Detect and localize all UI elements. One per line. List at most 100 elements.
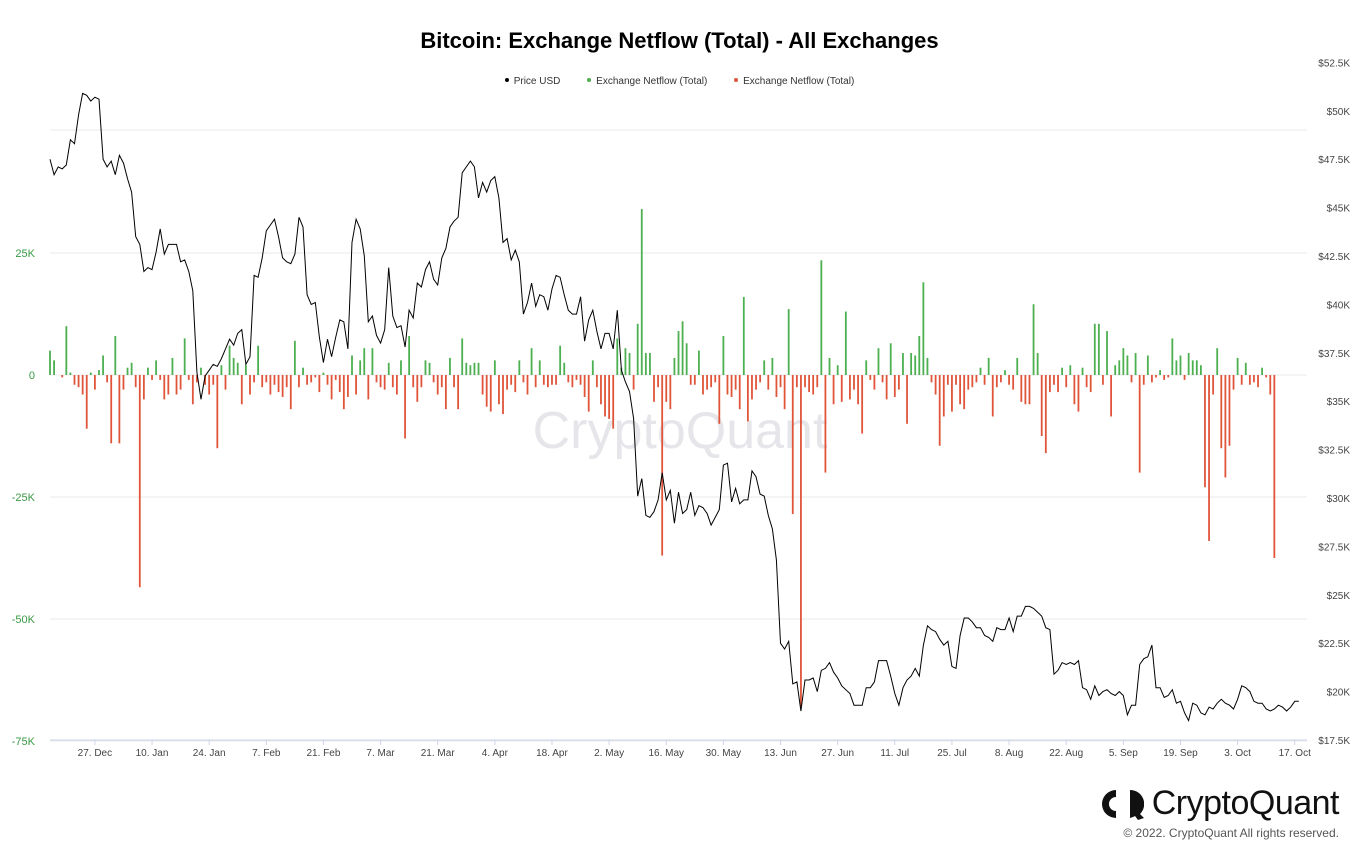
netflow-bar-negative xyxy=(318,375,321,393)
netflow-bar-negative xyxy=(330,375,333,400)
netflow-bar-negative xyxy=(208,375,211,395)
netflow-bar-negative xyxy=(938,375,941,446)
netflow-bar-positive xyxy=(640,209,643,375)
netflow-bar-negative xyxy=(779,375,782,388)
netflow-bar-negative xyxy=(1163,375,1166,380)
netflow-bar-negative xyxy=(175,375,178,395)
netflow-bar-negative xyxy=(269,375,272,395)
netflow-bar-negative xyxy=(216,375,219,449)
netflow-bar-negative xyxy=(991,375,994,417)
netflow-bar-negative xyxy=(1220,375,1223,449)
netflow-bar-negative xyxy=(314,375,317,378)
netflow-bar-negative xyxy=(1257,375,1259,388)
netflow-bar-negative xyxy=(338,375,341,393)
netflow-bar-positive xyxy=(1036,353,1039,375)
netflow-bar-positive xyxy=(889,343,892,375)
legend-item-netflow-positive[interactable]: Exchange Netflow (Total) xyxy=(587,76,707,87)
netflow-bar-positive xyxy=(493,360,496,375)
legend-item-netflow-negative[interactable]: Exchange Netflow (Total) xyxy=(734,76,854,87)
netflow-bar-negative xyxy=(730,375,733,397)
netflow-bar-negative xyxy=(249,375,251,395)
netflow-bar-positive xyxy=(1146,355,1149,375)
netflow-bar-positive xyxy=(787,309,790,375)
netflow-bar-positive xyxy=(1118,360,1121,375)
legend-item-price[interactable]: Price USD xyxy=(504,76,561,87)
netflow-bar-positive xyxy=(987,357,990,375)
netflow-bar-positive xyxy=(538,360,541,375)
netflow-bar-negative xyxy=(816,375,819,388)
netflow-bar-negative xyxy=(444,375,447,410)
x-axis: 27. Dec 10. Jan 24. Jan 7. Feb 21. Feb 7. Mar… xyxy=(50,739,1311,759)
legend-price-label: Price USD xyxy=(513,76,561,87)
netflow-bar-negative xyxy=(604,375,606,417)
netflow-bar-negative xyxy=(657,375,659,388)
x-tick-label: 2. May xyxy=(594,748,624,759)
x-tick-label: 30. May xyxy=(706,748,742,759)
netflow-bar-positive xyxy=(473,362,476,375)
netflow-bar-negative xyxy=(930,375,933,383)
chart-title: Bitcoin: Exchange Netflow (Total) - All … xyxy=(420,28,939,53)
netflow-bar-positive xyxy=(1004,370,1006,375)
netflow-bar-positive xyxy=(591,360,594,375)
netflow-bar-positive xyxy=(126,367,129,375)
netflow-bar-positive xyxy=(89,372,92,375)
netflow-bar-positive xyxy=(183,338,186,375)
netflow-bar-negative xyxy=(946,375,949,385)
netflow-bar-positive xyxy=(236,362,239,375)
legend-netflow-negative-dot xyxy=(734,78,739,83)
netflow-bar-positive xyxy=(518,360,521,375)
x-tick-label: 4. Apr xyxy=(482,748,509,759)
netflow-bar-positive xyxy=(820,260,823,375)
netflow-bar-positive xyxy=(351,355,353,375)
netflow-bar-positive xyxy=(844,311,847,375)
netflow-bar-positive xyxy=(616,338,619,375)
netflow-bar-negative xyxy=(416,375,419,402)
netflow-bar-negative xyxy=(1040,375,1043,436)
netflow-bar-negative xyxy=(1012,375,1015,390)
netflow-bar-negative xyxy=(893,375,896,397)
netflow-bar-negative xyxy=(1089,375,1092,393)
netflow-bar-negative xyxy=(653,375,655,402)
netflow-bar-negative xyxy=(800,375,802,707)
netflow-bar-negative xyxy=(391,375,394,388)
netflow-bar-negative xyxy=(1224,375,1227,478)
netflow-bar-negative xyxy=(738,375,741,410)
netflow-bar-positive xyxy=(1159,370,1161,375)
netflow-bar-negative xyxy=(151,375,153,380)
netflow-bar-negative xyxy=(285,375,288,388)
netflow-bar-positive xyxy=(69,372,72,375)
x-tick-label: 7. Feb xyxy=(252,748,281,759)
netflow-bar-negative xyxy=(77,375,80,388)
netflow-bar-negative xyxy=(310,375,313,383)
netflow-bar-positive xyxy=(387,362,390,375)
netflow-bar-negative xyxy=(840,375,843,402)
netflow-bar-negative xyxy=(1228,375,1231,446)
netflow-bar-positive xyxy=(477,362,480,375)
right-tick-label: $50K xyxy=(1327,107,1351,118)
netflow-bar-negative xyxy=(110,375,113,444)
netflow-bar-positive xyxy=(1199,365,1202,375)
netflow-bar-negative xyxy=(1077,375,1080,412)
netflow-bar-negative xyxy=(1073,375,1076,405)
netflow-bar-positive xyxy=(363,348,366,375)
right-tick-label: $37.5K xyxy=(1318,349,1350,360)
netflow-bar-negative xyxy=(1130,375,1133,383)
right-axis: $52.5K $50K $47.5K $45K $42.5K $40K $37.5K $35K… xyxy=(1318,58,1350,747)
x-tick-label: 25. Jul xyxy=(937,748,966,759)
left-tick-label: 0 xyxy=(29,370,35,382)
left-tick-label: -75K xyxy=(12,736,36,748)
netflow-bar-negative xyxy=(457,375,460,410)
x-tick-label: 19. Sep xyxy=(1163,748,1198,759)
netflow-bar-positive xyxy=(257,345,260,375)
netflow-bar-negative xyxy=(612,375,615,429)
netflow-bar-negative xyxy=(481,375,484,395)
netflow-bar-negative xyxy=(1020,375,1023,402)
x-tick-label: 10. Jan xyxy=(136,748,169,759)
netflow-bar-negative xyxy=(191,375,194,405)
netflow-bar-positive xyxy=(673,357,676,375)
netflow-bar-negative xyxy=(775,375,778,397)
netflow-bar-positive xyxy=(865,360,868,375)
netflow-bar-negative xyxy=(547,375,549,388)
netflow-bar-negative xyxy=(502,375,504,415)
brand: CryptoQuant xyxy=(1101,784,1340,823)
